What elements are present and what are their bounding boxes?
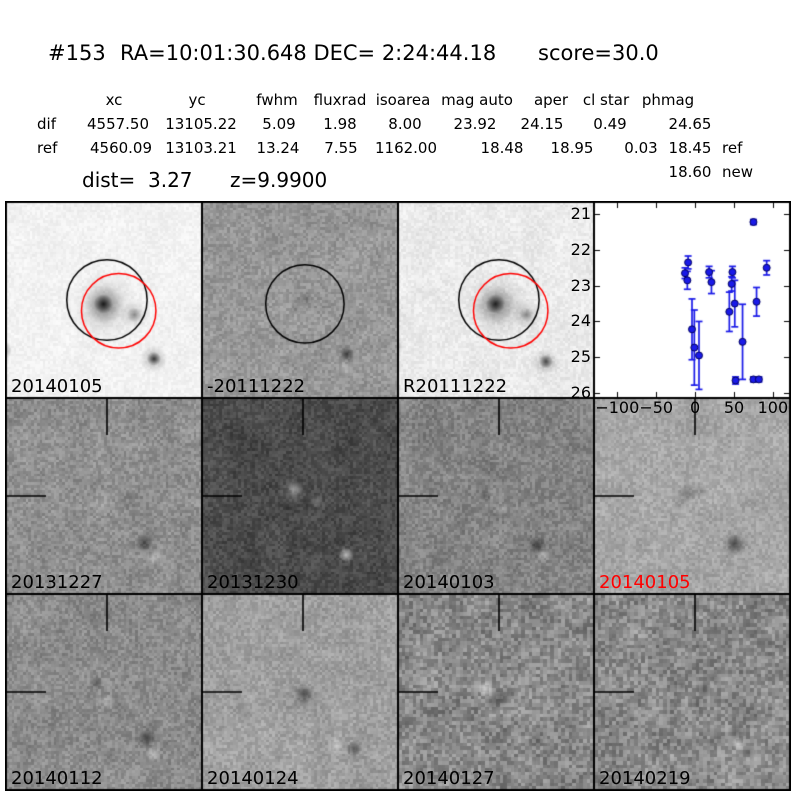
- column-header: mag auto: [441, 91, 513, 109]
- cell-value: 24.65: [668, 115, 712, 133]
- stamp-image-20131227: 20131227: [6, 398, 202, 594]
- column-header: fluxrad: [313, 91, 367, 109]
- stamp-date-label: 20140112: [11, 768, 103, 789]
- stamp-canvas: [6, 594, 202, 790]
- cell-value: 7.55: [324, 139, 358, 157]
- stamp-canvas: [6, 202, 202, 398]
- stamp-date-label: 20140124: [207, 768, 299, 789]
- lightcurve-plot: [594, 202, 790, 398]
- cell-value: 18.45: [668, 139, 712, 157]
- x-tick-label: 50: [723, 398, 745, 417]
- y-tick-label: 24: [570, 311, 591, 331]
- cell-value: 5.09: [262, 115, 296, 133]
- x-tick-label: −100: [595, 398, 640, 417]
- column-header: phmag: [641, 91, 695, 109]
- stamp-image-20140124: 20140124: [202, 594, 398, 790]
- cell-value: 0.49: [593, 115, 627, 133]
- cell-value: 13105.22: [165, 115, 237, 133]
- cell-value: 18.95: [550, 139, 594, 157]
- y-tick-label: 21: [570, 204, 591, 224]
- column-header: fwhm: [256, 91, 298, 109]
- cell-value: 13.24: [256, 139, 300, 157]
- stamp-canvas: [398, 398, 594, 594]
- y-tick-label: 25: [570, 347, 591, 367]
- y-tick-label: 26: [570, 382, 591, 402]
- x-tick-label: −50: [639, 398, 674, 417]
- stamp-image-20140103: 20140103: [398, 398, 594, 594]
- stamp-canvas: [398, 594, 594, 790]
- x-tick-label: 0: [690, 398, 701, 417]
- score-value: score=30.0: [538, 41, 659, 65]
- coordinates: RA=10:01:30.648 DEC= 2:24:44.18: [120, 41, 497, 65]
- y-tick-label: 23: [570, 275, 591, 295]
- cell-value: 4557.50: [86, 115, 150, 133]
- cell-value: 1.98: [323, 115, 357, 133]
- stamp-date-label: 20131230: [207, 572, 299, 593]
- dist-value: dist= 3.27: [82, 168, 193, 192]
- stamp-canvas: [6, 398, 202, 594]
- stamp-image-20140112: 20140112: [6, 594, 202, 790]
- column-header: yc: [188, 91, 206, 109]
- candidate-id: #153: [48, 41, 106, 65]
- stamp-image--20111222: -20111222: [202, 202, 398, 398]
- stamp-image-20140219: 20140219: [594, 594, 790, 790]
- stamp-image-20140105: 20140105: [6, 202, 202, 398]
- row-label: dif: [37, 115, 56, 133]
- cell-value: 13103.21: [165, 139, 237, 157]
- cell-value: 8.00: [388, 115, 422, 133]
- cell-value: 23.92: [453, 115, 497, 133]
- stamp-date-label: 20140103: [403, 572, 495, 593]
- stamp-date-label: 20140105: [11, 376, 103, 397]
- stamp-canvas: [202, 202, 398, 398]
- stamp-date-label: -20111222: [207, 376, 306, 397]
- stamp-canvas: [202, 398, 398, 594]
- stamp-date-label: 20140105: [599, 572, 691, 593]
- stamp-image-20140127: 20140127: [398, 594, 594, 790]
- column-header: cl star: [582, 91, 630, 109]
- cell-value: 24.15: [520, 115, 564, 133]
- column-header: isoarea: [375, 91, 431, 109]
- stamp-date-label: 20131227: [11, 572, 103, 593]
- row-label: ref: [37, 139, 58, 157]
- column-header: aper: [533, 91, 569, 109]
- stamp-canvas: [398, 202, 594, 398]
- redshift-value: z=9.9900: [230, 168, 328, 192]
- stamp-date-label: 20140219: [599, 768, 691, 789]
- lightcurve-canvas: [594, 202, 790, 398]
- stamp-image-20131230: 20131230: [202, 398, 398, 594]
- extra-value: 18.60: [668, 163, 712, 181]
- row-suffix: ref: [722, 139, 743, 157]
- stamp-image-20140105: 20140105: [594, 398, 790, 594]
- cell-value: 1162.00: [374, 139, 438, 157]
- stamp-date-label: R20111222: [403, 376, 508, 397]
- cell-value: 0.03: [624, 139, 658, 157]
- stamp-canvas: [594, 398, 790, 594]
- stamp-image-R20111222: R20111222: [398, 202, 594, 398]
- y-tick-label: 22: [570, 239, 591, 259]
- cell-value: 4560.09: [89, 139, 153, 157]
- column-header: xc: [105, 91, 123, 109]
- stamp-canvas: [594, 594, 790, 790]
- cell-value: 18.48: [480, 139, 524, 157]
- stamp-date-label: 20140127: [403, 768, 495, 789]
- x-tick-label: 100: [757, 398, 789, 417]
- stamp-canvas: [202, 594, 398, 790]
- extra-suffix: new: [722, 163, 754, 181]
- stamp-grid: 20140105 -20111222 R20111222 20131227 201312…: [5, 201, 791, 791]
